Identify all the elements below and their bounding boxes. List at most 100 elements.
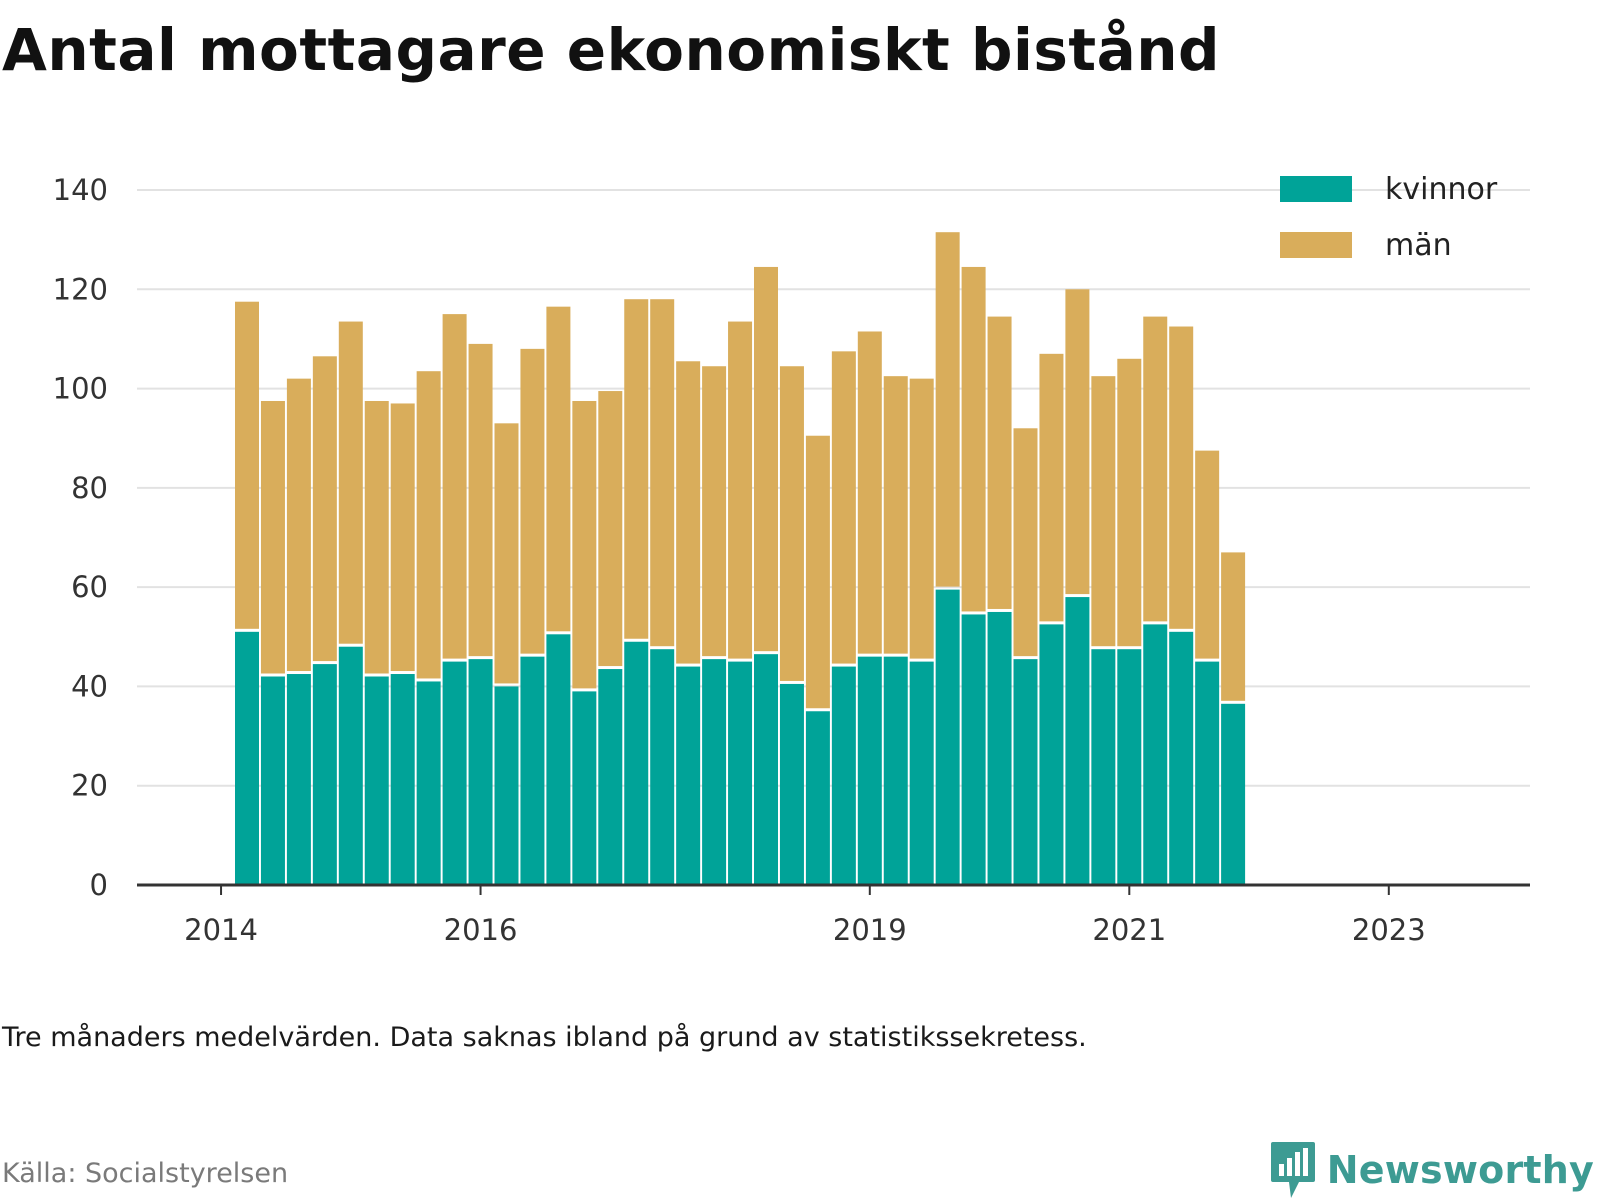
bar-kvinnor-12 [546, 634, 571, 885]
bar-kvinnor-31 [1039, 624, 1064, 885]
bar-kvinnor-13 [572, 691, 597, 885]
bar-man-33 [1091, 376, 1116, 647]
y-tick-label-80: 80 [71, 471, 108, 505]
bar-kvinnor-25 [883, 656, 908, 885]
bar-man-31 [1039, 353, 1064, 622]
bar-man-0 [235, 301, 259, 629]
bar-man-26 [909, 378, 934, 659]
chart-title: Antal mottagare ekonomiskt bistånd [2, 16, 1221, 84]
bar-kvinnor-28 [961, 614, 986, 885]
bar-kvinnor-34 [1117, 649, 1142, 885]
bar-man-18 [702, 366, 727, 657]
bar-kvinnor-19 [728, 661, 753, 885]
x-tick-label-2021: 2021 [1092, 913, 1166, 947]
bar-kvinnor-14 [598, 669, 623, 885]
bar-kvinnor-1 [260, 676, 285, 885]
bar-man-15 [624, 299, 649, 639]
bar-kvinnor-27 [935, 589, 960, 885]
bar-man-13 [572, 400, 597, 689]
bar-kvinnor-2 [286, 674, 311, 885]
bar-kvinnor-8 [442, 661, 467, 885]
bar-kvinnor-35 [1143, 624, 1168, 885]
bar-kvinnor-36 [1169, 631, 1194, 885]
bar-man-22 [805, 435, 830, 709]
bar-man-37 [1195, 450, 1220, 659]
bar-kvinnor-20 [754, 654, 778, 885]
y-tick-label-120: 120 [53, 272, 108, 306]
bar-man-19 [728, 321, 753, 659]
bar-kvinnor-38 [1221, 703, 1246, 885]
bar-man-21 [779, 366, 804, 681]
x-axis: 2014 2016 2019 2021 2023 [137, 883, 1530, 947]
bar-kvinnor-22 [805, 711, 830, 885]
bar-man-20 [754, 266, 778, 652]
bar-man-6 [390, 403, 415, 672]
legend-label-man: män [1385, 228, 1452, 263]
bar-man-38 [1221, 552, 1246, 701]
legend: kvinnor män [1280, 172, 1498, 263]
bar-man-3 [312, 356, 337, 662]
legend-label-kvinnor: kvinnor [1385, 172, 1498, 207]
bar-kvinnor-0 [235, 631, 259, 885]
bar-man-32 [1065, 289, 1090, 595]
newsworthy-logo-icon [1270, 1142, 1315, 1198]
bar-kvinnor-11 [520, 656, 545, 885]
bar-man-28 [961, 266, 986, 612]
bar-man-17 [676, 361, 701, 664]
y-tick-label-100: 100 [53, 372, 108, 406]
y-tick-label-0: 0 [90, 868, 108, 902]
bar-man-7 [416, 371, 441, 679]
bar-kvinnor-3 [312, 664, 337, 885]
y-axis-tick-labels: 0 20 40 60 80 100 120 140 [53, 173, 108, 902]
y-tick-label-20: 20 [71, 769, 108, 803]
bar-kvinnor-32 [1065, 597, 1090, 885]
bar-kvinnor-15 [624, 641, 649, 885]
bar-kvinnor-23 [831, 666, 856, 885]
bar-man-5 [364, 400, 389, 674]
bar-kvinnor-37 [1195, 661, 1220, 885]
y-tick-label-40: 40 [71, 669, 108, 703]
bar-man-36 [1169, 326, 1194, 629]
bar-kvinnor-5 [364, 676, 389, 885]
bar-kvinnor-30 [1013, 659, 1038, 885]
bar-man-16 [650, 299, 675, 647]
y-tick-label-60: 60 [71, 570, 108, 604]
x-tick-label-2014: 2014 [184, 913, 258, 947]
bar-kvinnor-16 [650, 649, 675, 885]
legend-swatch-kvinnor [1280, 176, 1352, 202]
chart-footnote: Tre månaders medelvärden. Data saknas ib… [2, 1022, 1087, 1053]
bar-kvinnor-4 [338, 646, 363, 885]
bar-kvinnor-7 [416, 681, 441, 885]
brand-name: Newsworthy [1326, 1148, 1594, 1192]
bar-man-27 [935, 232, 960, 587]
newsworthy-brand[interactable]: Newsworthy [1269, 1140, 1594, 1200]
bar-man-30 [1013, 428, 1038, 657]
x-tick-label-2016: 2016 [444, 913, 518, 947]
bar-man-34 [1117, 358, 1142, 647]
bar-kvinnor-17 [676, 666, 701, 885]
bar-man-23 [831, 351, 856, 664]
legend-swatch-man [1280, 232, 1352, 258]
bar-man-35 [1143, 316, 1168, 622]
bar-kvinnor-9 [468, 659, 493, 885]
bar-man-12 [546, 306, 571, 632]
bar-kvinnor-10 [494, 686, 519, 885]
bar-kvinnor-33 [1091, 649, 1116, 885]
bar-kvinnor-29 [987, 611, 1012, 885]
bar-man-25 [883, 376, 908, 654]
bar-man-11 [520, 348, 545, 654]
bar-kvinnor-26 [909, 661, 934, 885]
bar-man-24 [857, 331, 882, 654]
bar-man-1 [260, 400, 285, 674]
bar-man-29 [987, 316, 1012, 609]
bar-kvinnor-18 [702, 659, 727, 885]
bars [235, 232, 1246, 885]
y-tick-label-140: 140 [53, 173, 108, 207]
bar-man-8 [442, 314, 467, 659]
bar-man-14 [598, 391, 623, 667]
bar-man-4 [338, 321, 363, 644]
bar-man-10 [494, 423, 519, 684]
source-credit: Källa: Socialstyrelsen [2, 1158, 289, 1189]
bar-kvinnor-6 [390, 674, 415, 885]
